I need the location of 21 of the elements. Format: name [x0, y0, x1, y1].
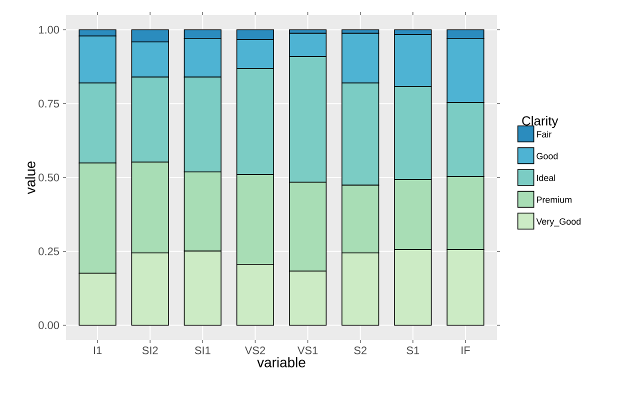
x-tick-label: VS2 [244, 346, 266, 354]
legend-label: Good [536, 152, 558, 160]
x-tick-label: S1 [406, 346, 420, 354]
legend-label: Very_Good [536, 218, 580, 226]
y-axis-title: value [25, 161, 36, 194]
y-tick-label: 1.00 [38, 26, 60, 34]
x-tick-label: SI1 [194, 346, 210, 354]
x-tick-label: SI2 [142, 346, 158, 354]
x-axis-title: variable [257, 357, 306, 368]
legend-label: Fair [536, 130, 552, 138]
legend-label: Ideal [537, 174, 556, 182]
x-tick-label: S2 [354, 346, 366, 354]
x-tick-label: I1 [94, 346, 102, 354]
y-tick-label: 0.00 [38, 321, 60, 330]
legend-label: Premium [536, 196, 572, 203]
y-tick-label: 0.75 [38, 100, 60, 108]
y-tick-label: 0.50 [38, 174, 60, 182]
x-tick-label: IF [462, 346, 470, 354]
y-tick-label: 0.25 [38, 247, 60, 256]
legend-title: Clarity [522, 116, 558, 128]
x-tick-label: VS1 [297, 346, 318, 354]
